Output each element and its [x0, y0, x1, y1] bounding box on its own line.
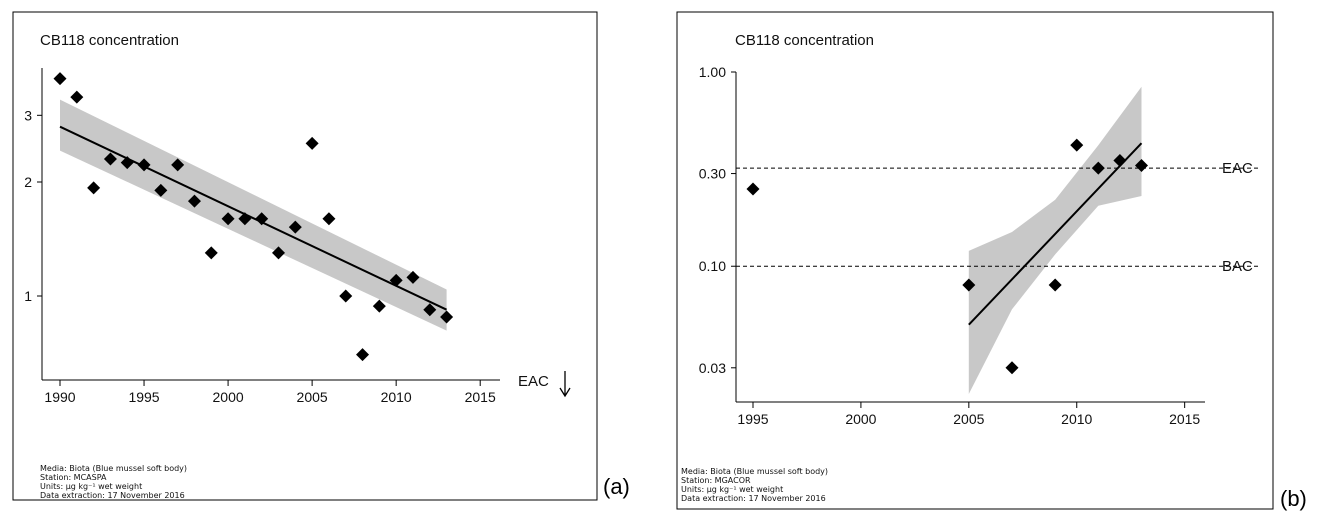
chart-panel-b: CB118 concentration EAC BAC 1995 2000 2005 20… [676, 11, 1274, 510]
x-tick-label-2005-b: 2005 [953, 411, 984, 427]
footer-units-b: Units: µg kg⁻¹ wet weight [681, 485, 783, 494]
annotation-eac-a: EAC [518, 373, 549, 390]
x-tick-label-2000-a: 2000 [213, 389, 244, 405]
chart-panel-a: CB118 concentration 1990 1995 2000 2005 2010… [12, 11, 598, 501]
data-point-2005-b [962, 278, 976, 292]
x-tick-label-1990-a: 1990 [44, 389, 75, 405]
data-point-1999-a [204, 246, 218, 260]
data-point-2003-a [272, 246, 286, 260]
panel-label-b: (b) [1280, 486, 1307, 511]
chart-title-b: CB118 concentration [735, 32, 874, 49]
footer-station-a: Station: MCASPA [40, 473, 107, 482]
x-tick-label-1995-a: 1995 [128, 389, 159, 405]
data-point-2001-a [238, 212, 252, 226]
data-point-2009-a [372, 299, 386, 313]
footer-station-b: Station: MGACOR [681, 476, 751, 485]
footer-extraction-a: Data extraction: 17 November 2016 [40, 491, 185, 500]
data-point-2002-a [255, 212, 269, 226]
chart-title-a: CB118 concentration [40, 32, 179, 49]
down-arrow-icon-a [559, 371, 571, 398]
data-point-1995-b [746, 182, 760, 196]
chart-marks-a: 1990 1995 2000 2005 2010 2015 1 2 3 EAC [24, 68, 571, 405]
data-point-2010-a [389, 273, 403, 287]
data-point-1991-a [70, 90, 84, 104]
trend-line-b [968, 142, 1143, 326]
data-point-2013-a [440, 310, 454, 324]
data-point-1997-a [171, 158, 185, 172]
footer-media-b: Media: Biota (Blue mussel soft body) [681, 467, 828, 476]
data-point-2005-a [305, 136, 319, 150]
footer-units-a: Units: µg kg⁻¹ wet weight [40, 482, 142, 491]
x-tick-label-2000-b: 2000 [845, 411, 876, 427]
x-tick-label-2010-b: 2010 [1061, 411, 1092, 427]
data-point-2008-a [356, 348, 370, 362]
data-point-1992-a [87, 181, 101, 195]
y-tick-label-3-b: 0.03 [699, 360, 726, 376]
y-tick-label-1-a: 2 [24, 174, 32, 190]
data-point-1996-a [154, 183, 168, 197]
chart-marks-b: EAC BAC 1995 2000 2005 2010 2015 1.00 0.30 0.10 0.… [699, 64, 1260, 427]
data-point-2011-a [406, 270, 420, 284]
x-tick-label-2010-a: 2010 [381, 389, 412, 405]
data-point-2004-a [288, 220, 302, 234]
data-point-2007-a [339, 289, 353, 303]
panel-label-a: (a) [603, 474, 630, 499]
confidence-band-a [60, 99, 447, 331]
data-point-1990-a [53, 72, 67, 86]
data-point-2006-a [322, 212, 336, 226]
data-point-1998-a [187, 194, 201, 208]
trend-line-a [59, 125, 448, 311]
y-tick-label-2-b: 0.10 [699, 258, 726, 274]
data-point-1995-a [137, 158, 151, 172]
x-tick-label-2015-a: 2015 [465, 389, 496, 405]
reference-label-eac-b: EAC [1222, 160, 1253, 177]
data-point-2012-a [423, 303, 437, 317]
x-tick-label-2005-a: 2005 [297, 389, 328, 405]
x-tick-label-1995-b: 1995 [737, 411, 768, 427]
data-point-2009-b [1048, 278, 1062, 292]
reference-label-bac-b: BAC [1222, 258, 1253, 275]
y-tick-label-0-b: 1.00 [699, 64, 726, 80]
chart-footer-b: Media: Biota (Blue mussel soft body) Sta… [681, 467, 828, 503]
footer-media-a: Media: Biota (Blue mussel soft body) [40, 464, 187, 473]
data-point-1994-a [120, 156, 134, 170]
y-tick-label-0-a: 1 [24, 288, 32, 304]
data-point-2012-b [1113, 154, 1127, 168]
footer-extraction-b: Data extraction: 17 November 2016 [681, 494, 826, 503]
data-point-2007-b [1005, 361, 1019, 375]
y-tick-label-1-b: 0.30 [699, 166, 726, 182]
x-tick-label-2015-b: 2015 [1169, 411, 1200, 427]
data-point-1993-a [103, 152, 117, 166]
y-tick-label-2-a: 3 [24, 107, 32, 123]
data-point-2010-b [1070, 138, 1084, 152]
data-point-2013-b [1134, 159, 1148, 173]
chart-footer-a: Media: Biota (Blue mussel soft body) Sta… [40, 464, 187, 500]
data-point-2000-a [221, 212, 235, 226]
data-point-2011-b [1091, 161, 1105, 175]
